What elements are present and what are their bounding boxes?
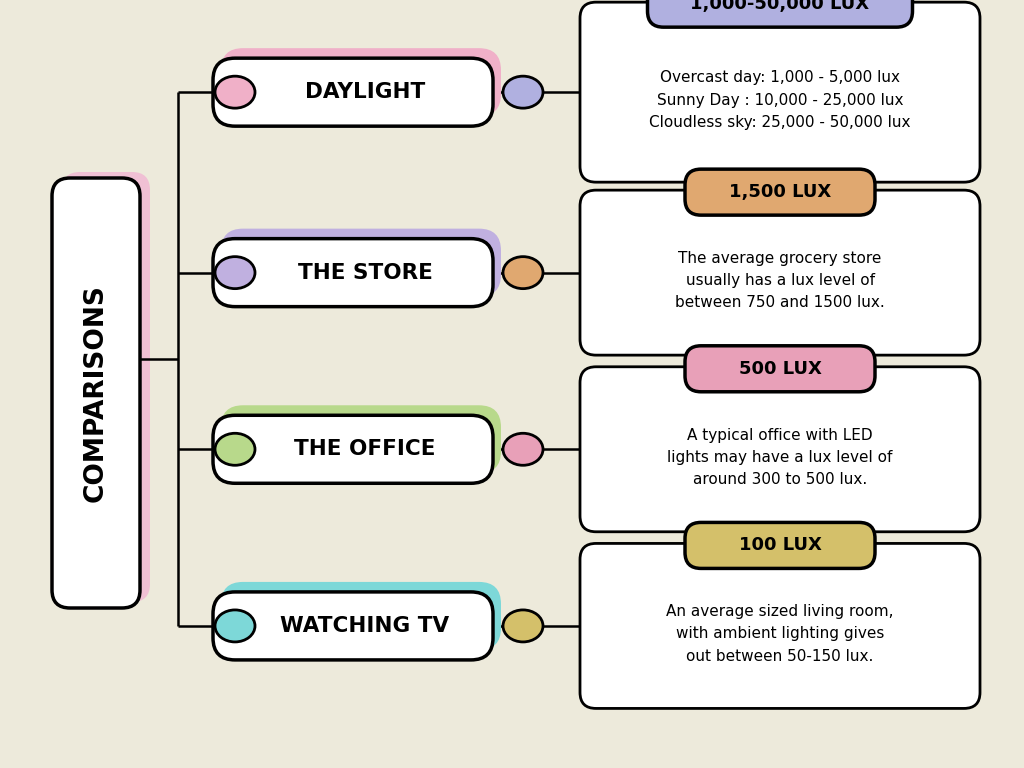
Text: The average grocery store
usually has a lux level of
between 750 and 1500 lux.: The average grocery store usually has a …: [675, 251, 885, 310]
FancyBboxPatch shape: [221, 229, 501, 296]
Text: 500 LUX: 500 LUX: [738, 359, 821, 378]
Ellipse shape: [503, 76, 543, 108]
Text: An average sized living room,
with ambient lighting gives
out between 50-150 lux: An average sized living room, with ambie…: [667, 604, 894, 664]
Text: THE STORE: THE STORE: [298, 263, 432, 283]
FancyBboxPatch shape: [221, 48, 501, 116]
FancyBboxPatch shape: [52, 178, 140, 608]
Ellipse shape: [503, 257, 543, 289]
FancyBboxPatch shape: [62, 172, 150, 602]
Ellipse shape: [215, 433, 255, 465]
FancyBboxPatch shape: [580, 190, 980, 355]
Ellipse shape: [503, 433, 543, 465]
Ellipse shape: [215, 257, 255, 289]
FancyBboxPatch shape: [647, 0, 912, 27]
Text: THE OFFICE: THE OFFICE: [294, 439, 436, 459]
FancyBboxPatch shape: [221, 582, 501, 650]
Text: WATCHING TV: WATCHING TV: [281, 616, 450, 636]
FancyBboxPatch shape: [213, 58, 493, 126]
FancyBboxPatch shape: [221, 406, 501, 473]
FancyBboxPatch shape: [580, 2, 980, 182]
FancyBboxPatch shape: [213, 415, 493, 483]
Text: Overcast day: 1,000 - 5,000 lux
Sunny Day : 10,000 - 25,000 lux
Cloudless sky: 2: Overcast day: 1,000 - 5,000 lux Sunny Da…: [649, 71, 910, 130]
Text: DAYLIGHT: DAYLIGHT: [305, 82, 425, 102]
FancyBboxPatch shape: [685, 346, 874, 392]
FancyBboxPatch shape: [580, 544, 980, 708]
Text: COMPARISONS: COMPARISONS: [83, 284, 109, 502]
Ellipse shape: [215, 610, 255, 642]
FancyBboxPatch shape: [213, 592, 493, 660]
FancyBboxPatch shape: [213, 239, 493, 306]
FancyBboxPatch shape: [580, 367, 980, 531]
FancyBboxPatch shape: [685, 522, 874, 568]
Text: 1,500 LUX: 1,500 LUX: [729, 183, 831, 201]
Ellipse shape: [503, 610, 543, 642]
Text: 1,000-50,000 LUX: 1,000-50,000 LUX: [690, 0, 869, 13]
FancyBboxPatch shape: [685, 169, 874, 215]
Ellipse shape: [215, 76, 255, 108]
Text: 100 LUX: 100 LUX: [738, 536, 821, 554]
Text: A typical office with LED
lights may have a lux level of
around 300 to 500 lux.: A typical office with LED lights may hav…: [668, 428, 893, 487]
